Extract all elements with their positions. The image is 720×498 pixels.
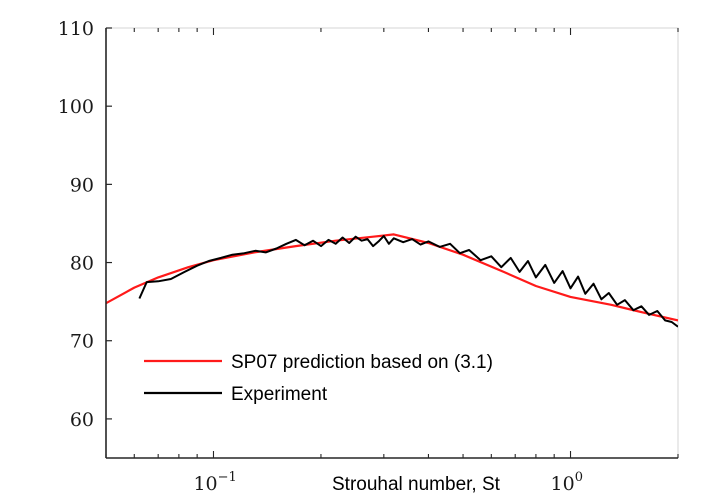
y-tick-label: 90 [70,174,94,196]
x-axis-label: Strouhal number, St [332,474,501,495]
series-line-experiment [138,235,678,328]
x-tick-label: 100 [551,470,583,495]
y-tick-label: 60 [70,409,94,431]
x-tick-exponent: 0 [575,470,583,485]
legend-label-sp07: SP07 prediction based on (3.1) [231,352,493,373]
legend-label-experiment: Experiment [231,384,328,405]
x-tick-label: 10−1 [193,470,236,495]
y-axis: 60 70 80 90 100 110 [58,18,112,431]
legend: SP07 prediction based on (3.1) Experimen… [144,352,493,405]
plot-area-frame [105,27,679,459]
y-tick-label: 100 [58,96,94,118]
series-layer [106,233,678,328]
x-tick-exponent: −1 [218,470,237,485]
y-tick-label: 80 [70,253,94,275]
y-tick-label: 110 [58,18,94,40]
y-tick-label: 70 [70,331,94,353]
